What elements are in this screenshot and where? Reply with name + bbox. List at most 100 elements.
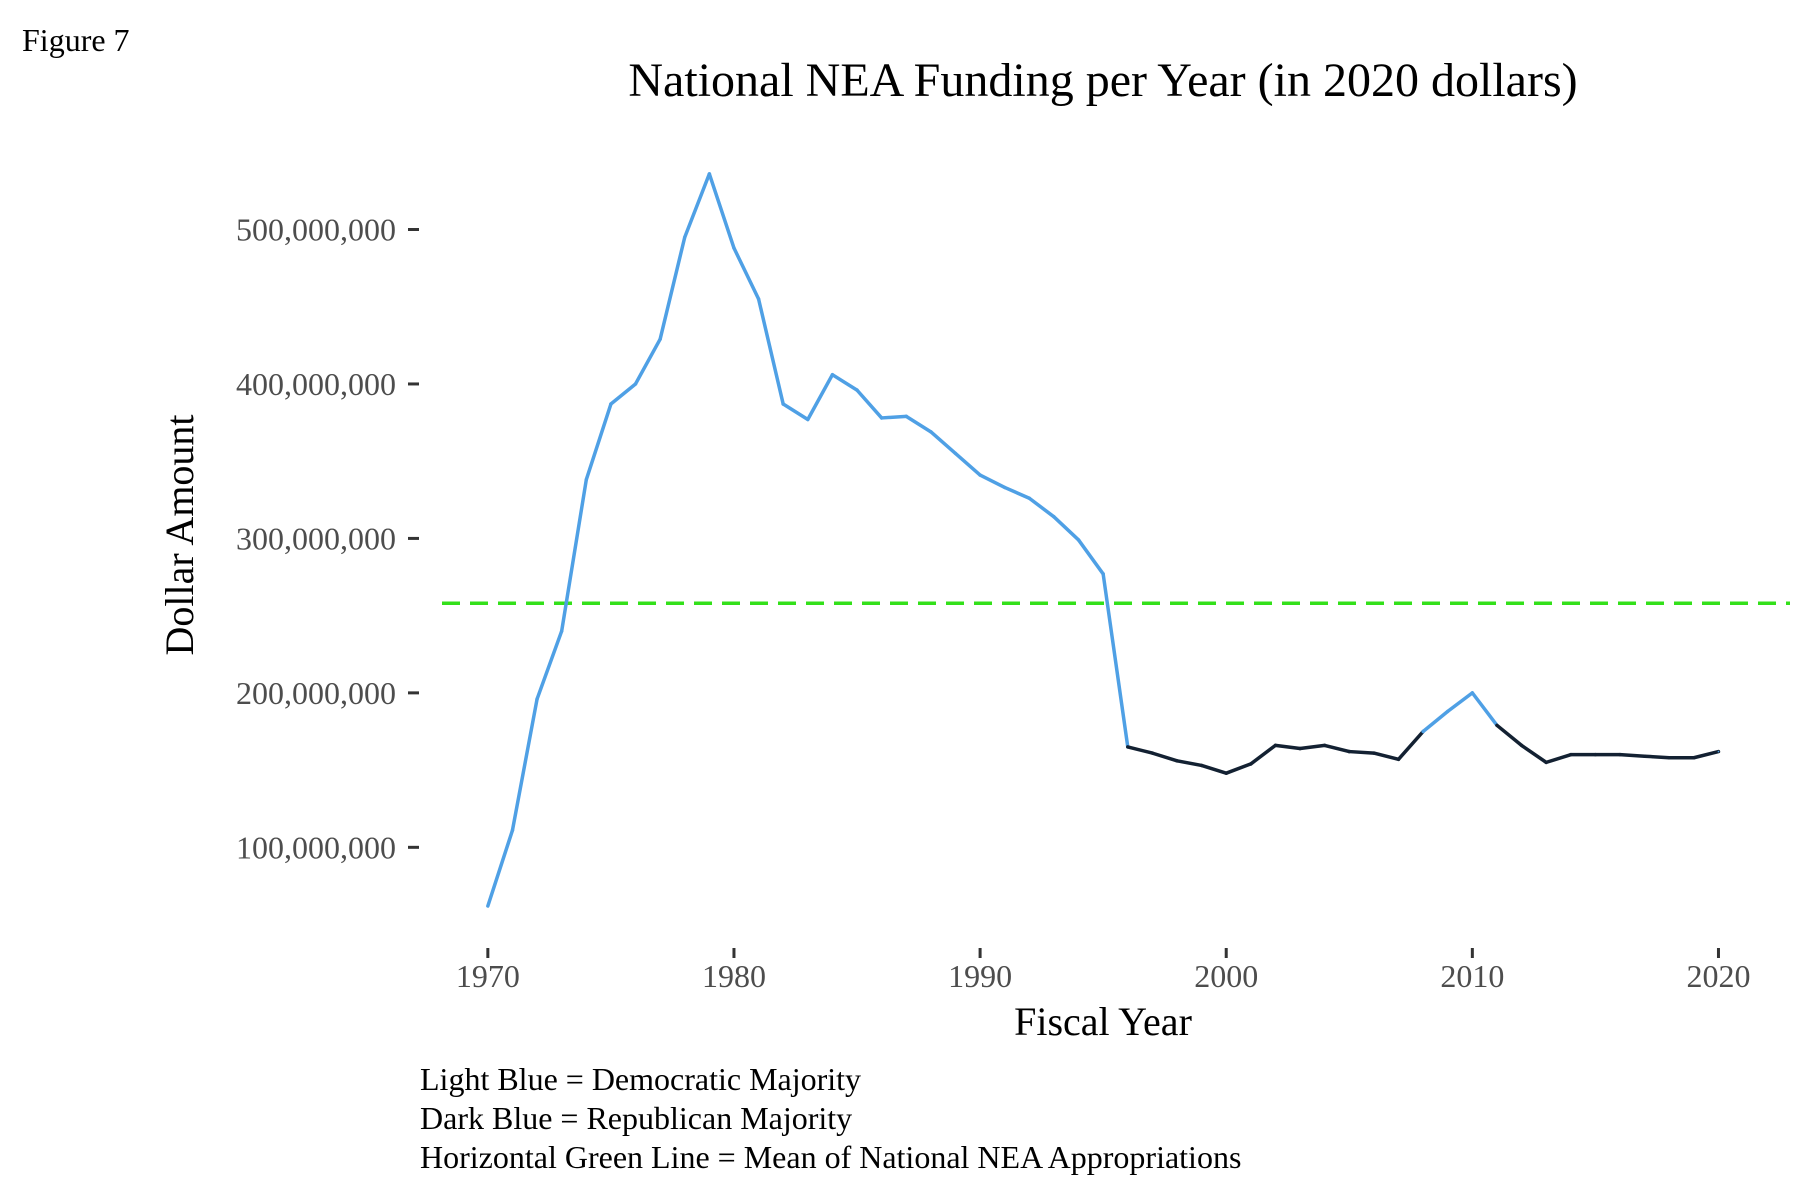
line-segment-democratic: [879, 414, 909, 420]
data-point: [659, 338, 661, 340]
x-tick-label: 1970: [456, 958, 520, 994]
data-point: [782, 403, 784, 405]
data-point: [1003, 486, 1006, 489]
data-point: [1397, 758, 1400, 761]
line-segment-democratic: [707, 172, 736, 250]
data-point: [487, 905, 489, 907]
line-segment-democratic: [855, 388, 884, 420]
data-point: [1102, 573, 1104, 575]
y-tick-label: 500,000,000: [236, 212, 396, 248]
data-point: [1225, 772, 1228, 774]
line-segment-democratic: [756, 297, 785, 406]
x-tick-label: 1980: [702, 958, 766, 994]
data-point: [930, 431, 932, 433]
x-axis: 1970 1980 1990 2000 2010 2020: [456, 948, 1750, 994]
line-segment-democratic: [1076, 538, 1105, 576]
data-point: [536, 698, 538, 700]
data-point: [905, 415, 908, 418]
line-segment-democratic: [510, 697, 539, 833]
line-segment-democratic: [1052, 515, 1081, 542]
data-point: [1299, 747, 1301, 750]
note-republican: Dark Blue = Republican Majority: [420, 1100, 853, 1136]
data-point: [560, 630, 563, 632]
line-segment-republican: [1692, 749, 1721, 760]
line-segment-republican: [1322, 743, 1352, 754]
data-point: [1176, 760, 1178, 762]
line-segment-republican: [1347, 749, 1376, 755]
line-segment-democratic: [658, 235, 687, 341]
data-point: [708, 173, 711, 175]
data-point: [634, 383, 637, 385]
data-point: [1619, 753, 1621, 756]
line-segment-republican: [1495, 723, 1524, 748]
data-point: [1496, 724, 1498, 727]
line-segment-republican: [1199, 763, 1228, 775]
line-segment-democratic: [1101, 572, 1130, 749]
data-point: [954, 452, 957, 455]
line-segment-democratic: [1421, 709, 1450, 734]
data-point: [1200, 764, 1203, 767]
data-point: [1693, 756, 1695, 759]
legend-notes: Light Blue = Democratic Majority Dark Bl…: [420, 1060, 1241, 1177]
data-point: [831, 373, 834, 376]
line-segment-republican: [1396, 729, 1425, 762]
y-axis-label: Dollar Amount: [157, 414, 202, 655]
line-segment-democratic: [953, 451, 982, 477]
note-mean: Horizontal Green Line = Mean of National…: [420, 1139, 1242, 1175]
line-segment-democratic: [584, 402, 613, 482]
x-axis-label: Fiscal Year: [1014, 999, 1192, 1044]
data-point: [807, 418, 809, 421]
data-point: [1053, 515, 1055, 518]
line-segment-republican: [1544, 752, 1573, 765]
line-segment-republican: [1150, 751, 1179, 763]
data-point: [1717, 750, 1720, 753]
line-segment-democratic: [781, 402, 810, 422]
line-segment-republican: [1298, 743, 1327, 751]
data-point: [1126, 746, 1129, 748]
x-tick-label: 2010: [1440, 958, 1504, 994]
line-segment-democratic: [978, 473, 1007, 490]
line-segment-democratic: [1445, 691, 1475, 714]
data-point: [1422, 730, 1424, 733]
line-segment-democratic: [486, 828, 515, 908]
series-layer: [486, 172, 1721, 908]
line-segment-democratic: [1002, 485, 1032, 501]
line-segment-republican: [1175, 759, 1204, 768]
line-segment-republican: [1126, 745, 1155, 755]
figure-label: Figure 7: [22, 22, 130, 58]
y-tick-label: 300,000,000: [236, 520, 396, 556]
x-tick-label: 1990: [948, 958, 1012, 994]
y-tick-label: 200,000,000: [236, 675, 396, 711]
data-point: [1520, 744, 1523, 747]
data-point: [1274, 744, 1277, 747]
data-point: [1594, 753, 1597, 756]
x-tick-label: 2000: [1194, 958, 1258, 994]
line-segment-republican: [1519, 743, 1548, 765]
line-segment-democratic: [559, 477, 589, 633]
line-segment-democratic: [806, 372, 835, 422]
y-tick-label: 100,000,000: [236, 829, 396, 865]
line-segment-democratic: [682, 172, 712, 239]
line-segment-democratic: [633, 337, 662, 386]
line-segment-republican: [1224, 762, 1253, 775]
line-segment-democratic: [1027, 496, 1056, 519]
y-axis: 100,000,000 200,000,000 300,000,000 400,000…: [236, 212, 419, 865]
line-segment-republican: [1249, 743, 1278, 766]
data-point: [1668, 756, 1671, 759]
line-segment-republican: [1273, 743, 1302, 751]
data-point: [1250, 763, 1252, 765]
y-tick-label: 400,000,000: [236, 366, 396, 402]
line-segment-democratic: [535, 629, 564, 701]
data-point: [856, 389, 858, 391]
chart-title: National NEA Funding per Year (in 2020 d…: [628, 54, 1577, 107]
line-segment-republican: [1372, 751, 1401, 762]
data-point: [1028, 497, 1031, 500]
data-point: [610, 403, 612, 405]
data-point: [1643, 755, 1646, 757]
data-point: [683, 236, 686, 239]
data-point: [1545, 761, 1547, 764]
data-point: [979, 474, 981, 476]
data-point: [1323, 744, 1326, 747]
line-segment-democratic: [929, 430, 958, 456]
data-point: [757, 298, 760, 300]
